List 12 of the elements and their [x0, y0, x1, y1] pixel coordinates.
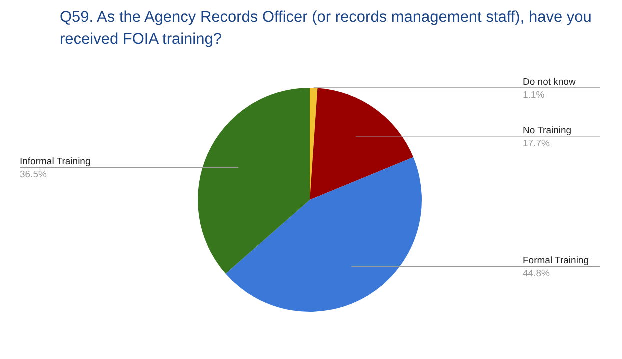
slice-label: Do not know [523, 77, 576, 88]
slice-label: No Training [523, 125, 572, 136]
data-label: 44.8% [523, 268, 550, 280]
chart-title: Q59. As the Agency Records Officer (or records management staff), have you received FOIA training? [60, 9, 592, 48]
data-label: 17.7% [523, 138, 550, 150]
slice-label: Formal Training [523, 256, 589, 267]
pie-slice [198, 88, 310, 274]
data-label: 1.1% [523, 90, 546, 102]
pie-slice [226, 157, 422, 312]
data-label: 36.5% [20, 170, 48, 181]
slice-label: Informal Training [20, 156, 91, 168]
pie-slice [310, 88, 414, 200]
